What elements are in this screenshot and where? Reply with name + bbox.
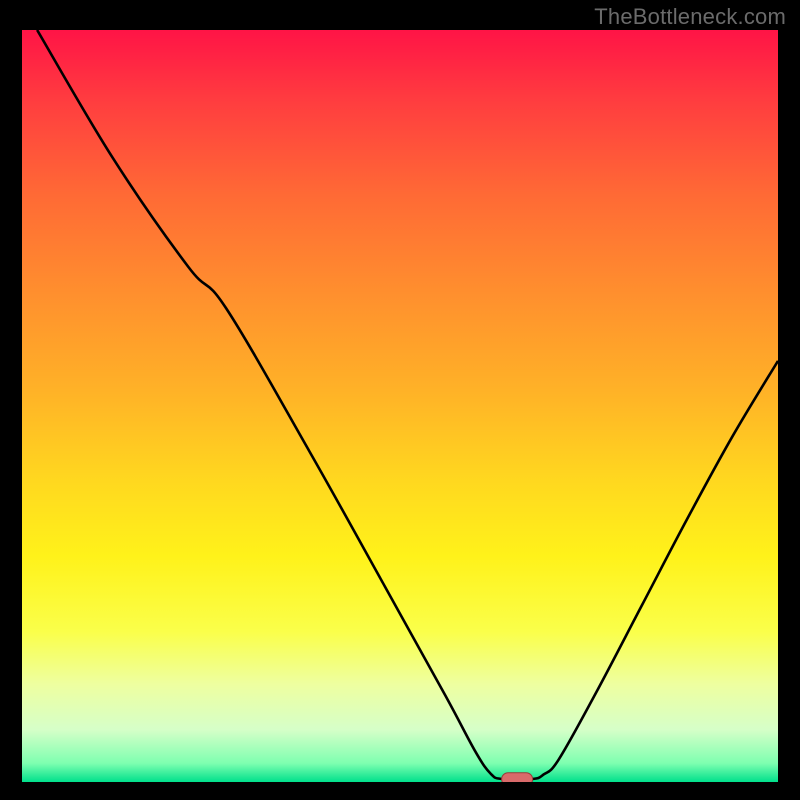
watermark-text: TheBottleneck.com — [594, 4, 786, 30]
bottleneck-curve — [22, 30, 778, 782]
plot-area — [22, 30, 778, 782]
optimum-marker — [501, 772, 533, 782]
chart-frame: TheBottleneck.com — [0, 0, 800, 800]
